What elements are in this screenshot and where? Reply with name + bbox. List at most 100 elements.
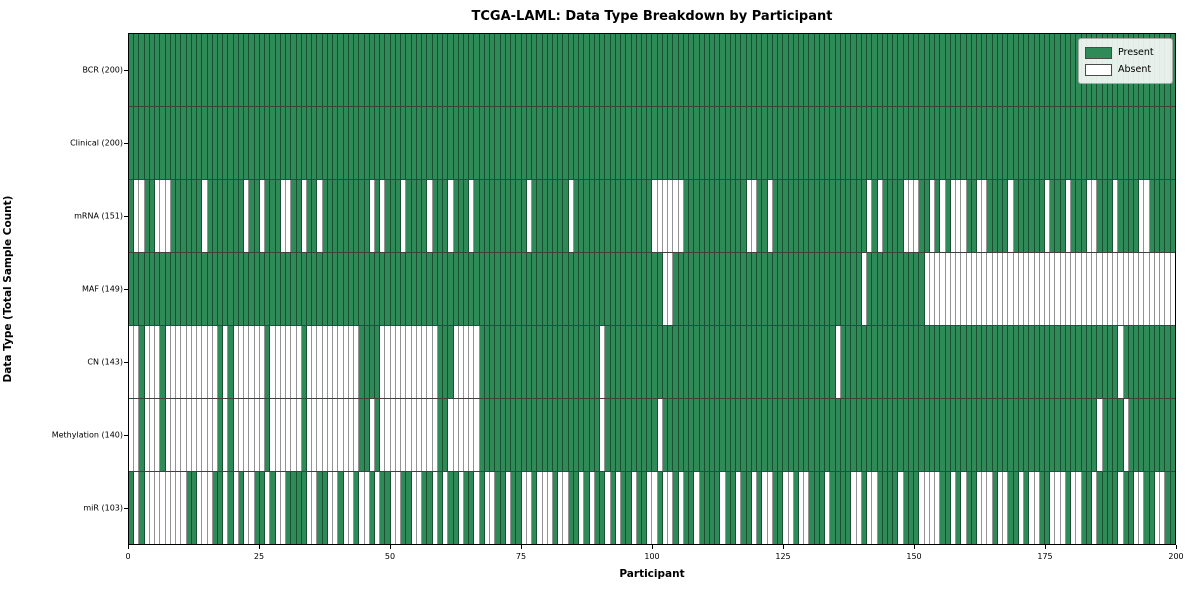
cell xyxy=(961,253,967,325)
cell xyxy=(301,180,307,252)
cell xyxy=(1024,253,1030,325)
cell xyxy=(306,472,313,544)
cell xyxy=(589,326,595,398)
cell xyxy=(338,472,344,544)
cell xyxy=(893,107,899,179)
cell xyxy=(516,253,522,325)
cell xyxy=(819,326,826,398)
cell xyxy=(730,107,737,179)
cell xyxy=(286,399,292,471)
xtick-label-75: 75 xyxy=(515,552,527,561)
cell xyxy=(568,399,574,471)
cell xyxy=(804,34,810,106)
cell xyxy=(1081,107,1087,179)
cell xyxy=(149,253,156,325)
cell xyxy=(945,253,951,325)
cell xyxy=(966,472,972,544)
cell xyxy=(814,472,820,544)
cell xyxy=(286,253,292,325)
x-axis-label: Participant xyxy=(619,568,685,580)
cell xyxy=(898,472,904,544)
cell xyxy=(149,472,156,544)
cell xyxy=(306,34,313,106)
cell xyxy=(542,180,548,252)
cell xyxy=(291,180,297,252)
cell xyxy=(495,326,501,398)
cell xyxy=(704,253,711,325)
cell xyxy=(956,107,962,179)
cell xyxy=(238,34,245,106)
cell xyxy=(825,399,831,471)
cell xyxy=(516,472,522,544)
cell xyxy=(532,326,538,398)
cell xyxy=(767,180,773,252)
cell xyxy=(1003,399,1009,471)
cell xyxy=(160,253,166,325)
cell xyxy=(982,326,988,398)
cell xyxy=(641,253,648,325)
cell xyxy=(280,472,287,544)
cell xyxy=(369,472,376,544)
cell xyxy=(359,34,365,106)
cell xyxy=(825,34,831,106)
cell xyxy=(1086,253,1093,325)
cell xyxy=(856,326,862,398)
cell xyxy=(605,180,611,252)
cell xyxy=(783,472,789,544)
cell xyxy=(1123,399,1129,471)
cell xyxy=(678,326,684,398)
cell xyxy=(385,399,391,471)
cell xyxy=(1060,326,1066,398)
cell xyxy=(537,180,543,252)
cell xyxy=(354,399,360,471)
cell xyxy=(359,253,365,325)
cell xyxy=(793,34,799,106)
cell xyxy=(348,253,355,325)
cell xyxy=(772,107,779,179)
cell xyxy=(139,399,145,471)
cell xyxy=(783,326,789,398)
cell xyxy=(762,34,768,106)
cell xyxy=(636,34,642,106)
cell xyxy=(416,34,423,106)
cell xyxy=(1123,180,1129,252)
cell xyxy=(804,326,810,398)
cell xyxy=(662,399,669,471)
cell xyxy=(238,253,245,325)
cell xyxy=(542,472,548,544)
cell xyxy=(563,107,569,179)
cell xyxy=(678,34,684,106)
cell xyxy=(971,472,977,544)
cell xyxy=(584,326,590,398)
xtick-label-25: 25 xyxy=(253,552,265,561)
cell xyxy=(1128,399,1134,471)
cell xyxy=(427,326,433,398)
cell xyxy=(1055,326,1061,398)
xtick-mark xyxy=(259,545,260,549)
cell xyxy=(469,180,475,252)
cell xyxy=(788,472,794,544)
cell xyxy=(1050,399,1056,471)
cell xyxy=(961,180,967,252)
cell xyxy=(479,34,485,106)
cell xyxy=(867,180,873,252)
cell xyxy=(945,180,951,252)
cell xyxy=(1065,399,1072,471)
cell xyxy=(191,34,198,106)
cell xyxy=(422,253,428,325)
cell xyxy=(327,107,334,179)
cell xyxy=(751,399,758,471)
cell xyxy=(689,107,695,179)
cell xyxy=(887,253,894,325)
cell xyxy=(736,34,742,106)
cell xyxy=(956,472,962,544)
cell xyxy=(217,253,224,325)
cell xyxy=(1107,326,1114,398)
cell xyxy=(453,180,459,252)
cell xyxy=(887,326,894,398)
cell xyxy=(882,107,888,179)
cell xyxy=(343,472,349,544)
cell xyxy=(233,253,239,325)
cell xyxy=(673,472,679,544)
cell xyxy=(1102,107,1108,179)
